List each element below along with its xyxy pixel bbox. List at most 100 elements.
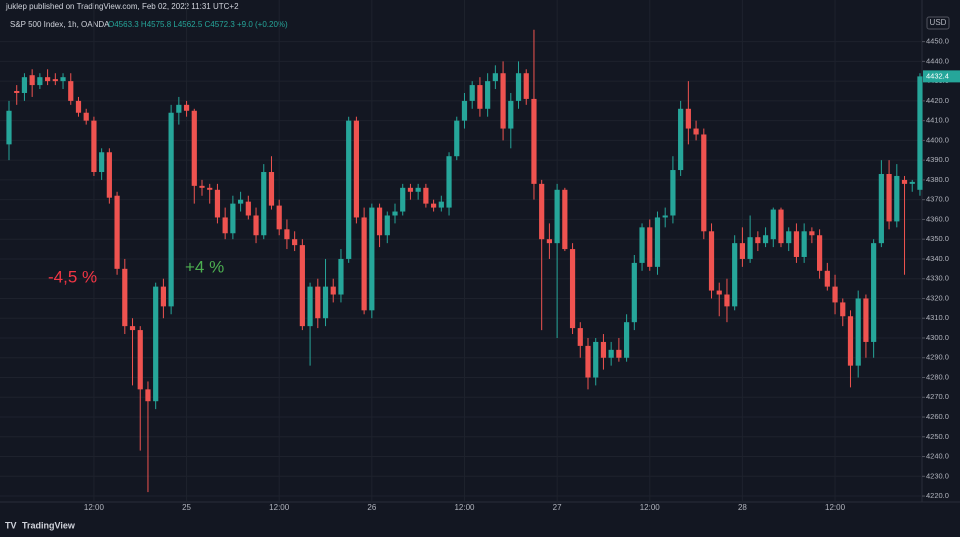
candle-body [639, 227, 645, 263]
y-tick-label: 4280.0 [926, 372, 949, 381]
candle-body [654, 217, 661, 267]
candle-body [292, 239, 298, 246]
candle-body [168, 112, 174, 307]
candle-body [847, 316, 854, 366]
x-tick-label: 12:00 [269, 503, 290, 512]
y-tick-label: 4240.0 [926, 452, 949, 461]
y-tick-label: 4420.0 [926, 96, 949, 105]
last-price-box [923, 70, 960, 83]
candle-body [114, 195, 120, 269]
y-tick-label: 4300.0 [926, 333, 949, 342]
candle-body [716, 290, 722, 295]
candle-body [75, 100, 82, 113]
y-tick-label: 4390.0 [926, 155, 949, 164]
candle-body [137, 330, 143, 390]
candle-body [909, 181, 915, 184]
candle-body [624, 322, 630, 358]
candle-body [438, 201, 444, 208]
candle-body [191, 110, 197, 186]
candle-body [52, 79, 58, 82]
candle-body [739, 243, 745, 259]
y-tick-label: 4440.0 [926, 56, 949, 65]
y-tick-label: 4380.0 [926, 175, 949, 184]
x-tick-label: 27 [553, 503, 562, 512]
candle-body [647, 227, 653, 267]
y-tick-label: 4250.0 [926, 432, 949, 441]
candle-body [678, 108, 684, 171]
candle-body [809, 231, 815, 236]
candle-body [485, 81, 491, 109]
candle-body [747, 237, 753, 259]
candle-body [199, 185, 205, 188]
candle-body [245, 201, 251, 216]
x-tick-label: 12:00 [84, 503, 105, 512]
annotation: -4,5 % [48, 267, 97, 286]
plot [6, 29, 923, 493]
y-tick-label: 4340.0 [926, 254, 949, 263]
y-tick-label: 4270.0 [926, 392, 949, 401]
candle-body [863, 298, 869, 342]
candle-body [593, 341, 599, 378]
candle-body [577, 328, 583, 346]
candle-body [176, 104, 182, 113]
candle-body [454, 120, 460, 157]
y-tick-label: 4400.0 [926, 135, 949, 144]
candle-body [492, 73, 498, 82]
candle-body [261, 172, 267, 236]
candle-body [330, 286, 336, 295]
candle-body [701, 134, 707, 232]
candle-body [840, 302, 846, 317]
candle-body [817, 235, 823, 271]
currency-box [926, 16, 950, 30]
candle-body [45, 77, 51, 82]
y-tick-label: 4450.0 [926, 37, 949, 46]
candle-body [801, 231, 807, 257]
candle-body [222, 217, 228, 234]
candle-body [871, 243, 877, 342]
candle-body [369, 207, 375, 311]
candle-body [276, 205, 282, 230]
candle-body [307, 286, 313, 327]
candle-body [238, 199, 244, 204]
candle-body [531, 98, 537, 184]
candle-body [616, 349, 622, 358]
candle-body [894, 175, 900, 222]
candle-body [732, 243, 738, 307]
candle-body [400, 187, 406, 212]
candle-body [268, 172, 275, 206]
candle-body [878, 173, 884, 244]
y-tick-label: 4410.0 [926, 116, 949, 125]
annotation: +4 % [185, 257, 224, 276]
y-tick-label: 4290.0 [926, 353, 949, 362]
candle-body [183, 104, 190, 111]
candle-body [523, 73, 529, 99]
candle-body [500, 73, 506, 129]
candle-body [29, 75, 35, 86]
candle-body [832, 286, 838, 303]
x-tick-label: 25 [182, 503, 191, 512]
last-price: 4432.4 [926, 71, 949, 80]
candle-body [539, 183, 545, 240]
candle-body [477, 85, 483, 109]
candle-body [153, 286, 159, 402]
candle-body [724, 294, 730, 307]
candle-body [608, 349, 614, 358]
candle-body [554, 189, 560, 244]
candle-body [855, 298, 861, 366]
y-tick-label: 4330.0 [926, 274, 949, 283]
x-tick-label: 26 [367, 503, 376, 512]
candle-body [315, 286, 321, 319]
candle-body [770, 209, 776, 240]
candle-body [392, 211, 398, 216]
candle-body [299, 245, 305, 327]
candle-body [762, 235, 769, 244]
candle-body [461, 100, 468, 121]
candle-body [824, 270, 830, 287]
candle-body [106, 152, 112, 198]
y-tick-label: 4370.0 [926, 195, 949, 204]
candle-body [446, 156, 452, 208]
candle-body [407, 187, 414, 192]
candle-body [585, 345, 591, 378]
